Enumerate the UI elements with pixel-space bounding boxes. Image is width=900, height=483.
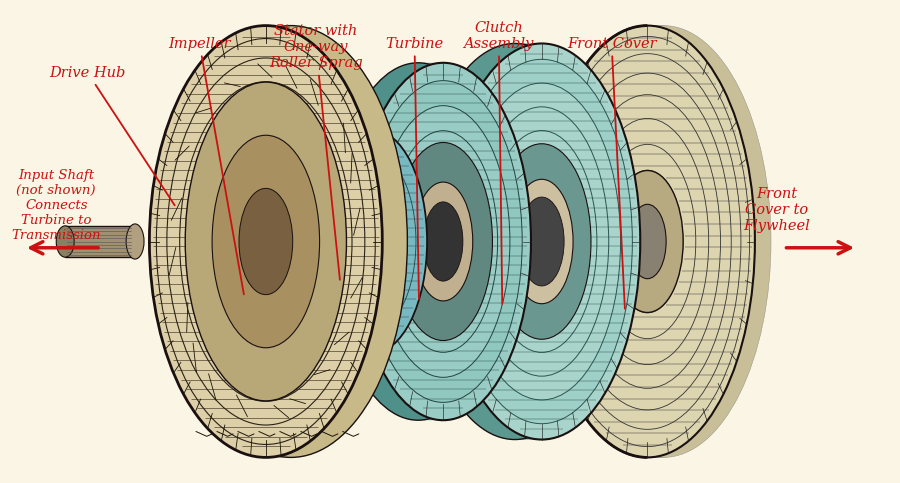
Ellipse shape bbox=[540, 26, 755, 457]
Ellipse shape bbox=[305, 129, 417, 354]
Ellipse shape bbox=[540, 26, 755, 457]
Ellipse shape bbox=[510, 179, 573, 304]
Ellipse shape bbox=[364, 81, 522, 402]
Ellipse shape bbox=[544, 26, 759, 457]
Ellipse shape bbox=[437, 43, 634, 440]
Ellipse shape bbox=[417, 43, 614, 440]
Ellipse shape bbox=[487, 130, 597, 353]
Ellipse shape bbox=[424, 202, 463, 281]
Ellipse shape bbox=[175, 26, 408, 457]
Ellipse shape bbox=[519, 197, 564, 286]
Ellipse shape bbox=[343, 63, 518, 420]
Ellipse shape bbox=[552, 26, 767, 457]
Ellipse shape bbox=[156, 26, 389, 457]
Text: Input Shaft
(not shown)
Connects
Turbine to
Transmission: Input Shaft (not shown) Connects Turbine… bbox=[12, 169, 101, 242]
Ellipse shape bbox=[56, 226, 74, 257]
Text: Stator with
One-way
Roller Sprag: Stator with One-way Roller Sprag bbox=[269, 24, 363, 280]
Ellipse shape bbox=[548, 26, 763, 457]
Ellipse shape bbox=[417, 43, 614, 440]
Ellipse shape bbox=[330, 63, 506, 420]
Ellipse shape bbox=[149, 26, 382, 457]
Text: Drive Hub: Drive Hub bbox=[50, 66, 175, 205]
Ellipse shape bbox=[394, 142, 492, 341]
Ellipse shape bbox=[612, 170, 683, 313]
Ellipse shape bbox=[401, 156, 485, 327]
Ellipse shape bbox=[463, 83, 620, 400]
Ellipse shape bbox=[376, 106, 510, 377]
Text: Turbine: Turbine bbox=[385, 37, 444, 299]
Ellipse shape bbox=[339, 177, 404, 306]
Ellipse shape bbox=[356, 63, 531, 420]
Text: Front Cover: Front Cover bbox=[567, 37, 656, 309]
Ellipse shape bbox=[556, 26, 771, 457]
Ellipse shape bbox=[330, 63, 506, 420]
Ellipse shape bbox=[474, 107, 608, 376]
Ellipse shape bbox=[310, 129, 422, 354]
Text: Clutch
Assembly: Clutch Assembly bbox=[464, 20, 534, 304]
Ellipse shape bbox=[162, 26, 395, 457]
Ellipse shape bbox=[212, 135, 320, 348]
Ellipse shape bbox=[126, 224, 144, 259]
Ellipse shape bbox=[428, 43, 624, 440]
Ellipse shape bbox=[499, 155, 585, 328]
Ellipse shape bbox=[432, 43, 629, 440]
Ellipse shape bbox=[239, 188, 292, 295]
Ellipse shape bbox=[451, 59, 633, 424]
Ellipse shape bbox=[168, 26, 401, 457]
Text: Front
Cover to
Flywheel: Front Cover to Flywheel bbox=[743, 187, 810, 233]
Ellipse shape bbox=[300, 129, 411, 354]
Ellipse shape bbox=[414, 182, 472, 301]
Ellipse shape bbox=[185, 82, 346, 401]
Ellipse shape bbox=[316, 129, 428, 354]
Ellipse shape bbox=[629, 204, 666, 279]
Ellipse shape bbox=[356, 63, 531, 420]
Ellipse shape bbox=[443, 43, 640, 440]
Ellipse shape bbox=[356, 209, 388, 274]
Ellipse shape bbox=[389, 131, 498, 352]
Bar bbox=[65, 226, 137, 257]
Ellipse shape bbox=[337, 63, 512, 420]
Ellipse shape bbox=[443, 43, 640, 440]
Ellipse shape bbox=[300, 129, 411, 354]
Ellipse shape bbox=[422, 43, 618, 440]
Ellipse shape bbox=[175, 26, 408, 457]
Ellipse shape bbox=[316, 129, 428, 354]
Ellipse shape bbox=[510, 178, 573, 305]
Text: Impeller: Impeller bbox=[168, 37, 244, 294]
Ellipse shape bbox=[492, 144, 591, 339]
Ellipse shape bbox=[349, 63, 525, 420]
Ellipse shape bbox=[149, 26, 382, 457]
